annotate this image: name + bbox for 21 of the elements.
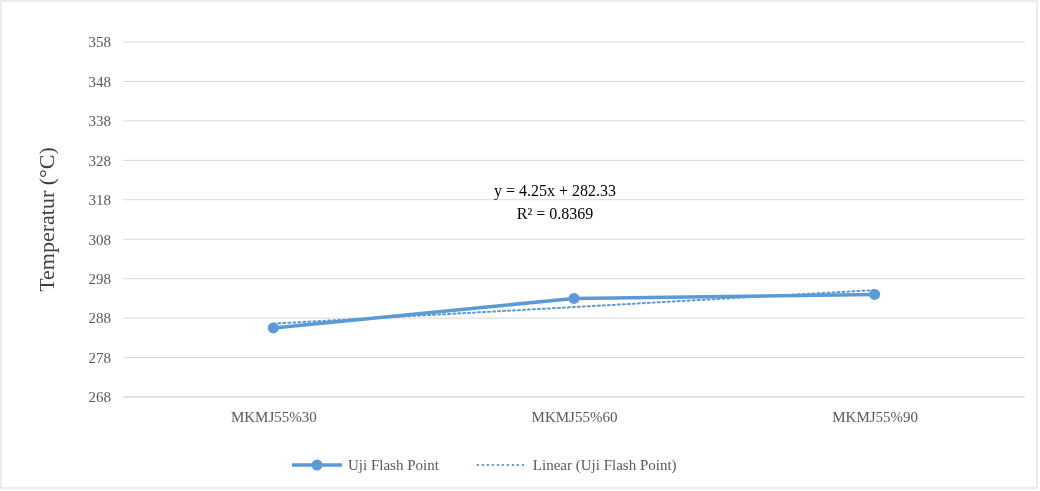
y-tick-label: 318 xyxy=(88,192,111,209)
y-tick-label: 278 xyxy=(88,349,111,366)
x-tick-label: MKMJ55%60 xyxy=(531,408,618,425)
legend-label: Uji Flash Point xyxy=(348,457,440,473)
y-tick-label: 348 xyxy=(88,73,111,90)
x-tick-label: MKMJ55%90 xyxy=(832,408,919,425)
point xyxy=(869,288,881,300)
y-tick-label: 298 xyxy=(88,270,111,287)
y-tick-label: 268 xyxy=(88,389,111,406)
point xyxy=(568,292,580,304)
y-tick-label: 358 xyxy=(88,34,111,51)
y-tick-label: 308 xyxy=(88,231,111,248)
y-tick-label: 338 xyxy=(88,113,111,130)
y-tick-label: 288 xyxy=(88,310,111,327)
annotation: R² = 0.8369 xyxy=(516,205,594,222)
y-tick-label: 328 xyxy=(88,152,111,169)
legend-label: Linear (Uji Flash Point) xyxy=(532,457,677,474)
annotation: y = 4.25x + 282.33 xyxy=(493,182,617,200)
x-tick-label: MKMJ55%30 xyxy=(230,408,317,425)
y-axis-title: Temperatur (°C) xyxy=(34,147,59,292)
point xyxy=(267,322,279,334)
